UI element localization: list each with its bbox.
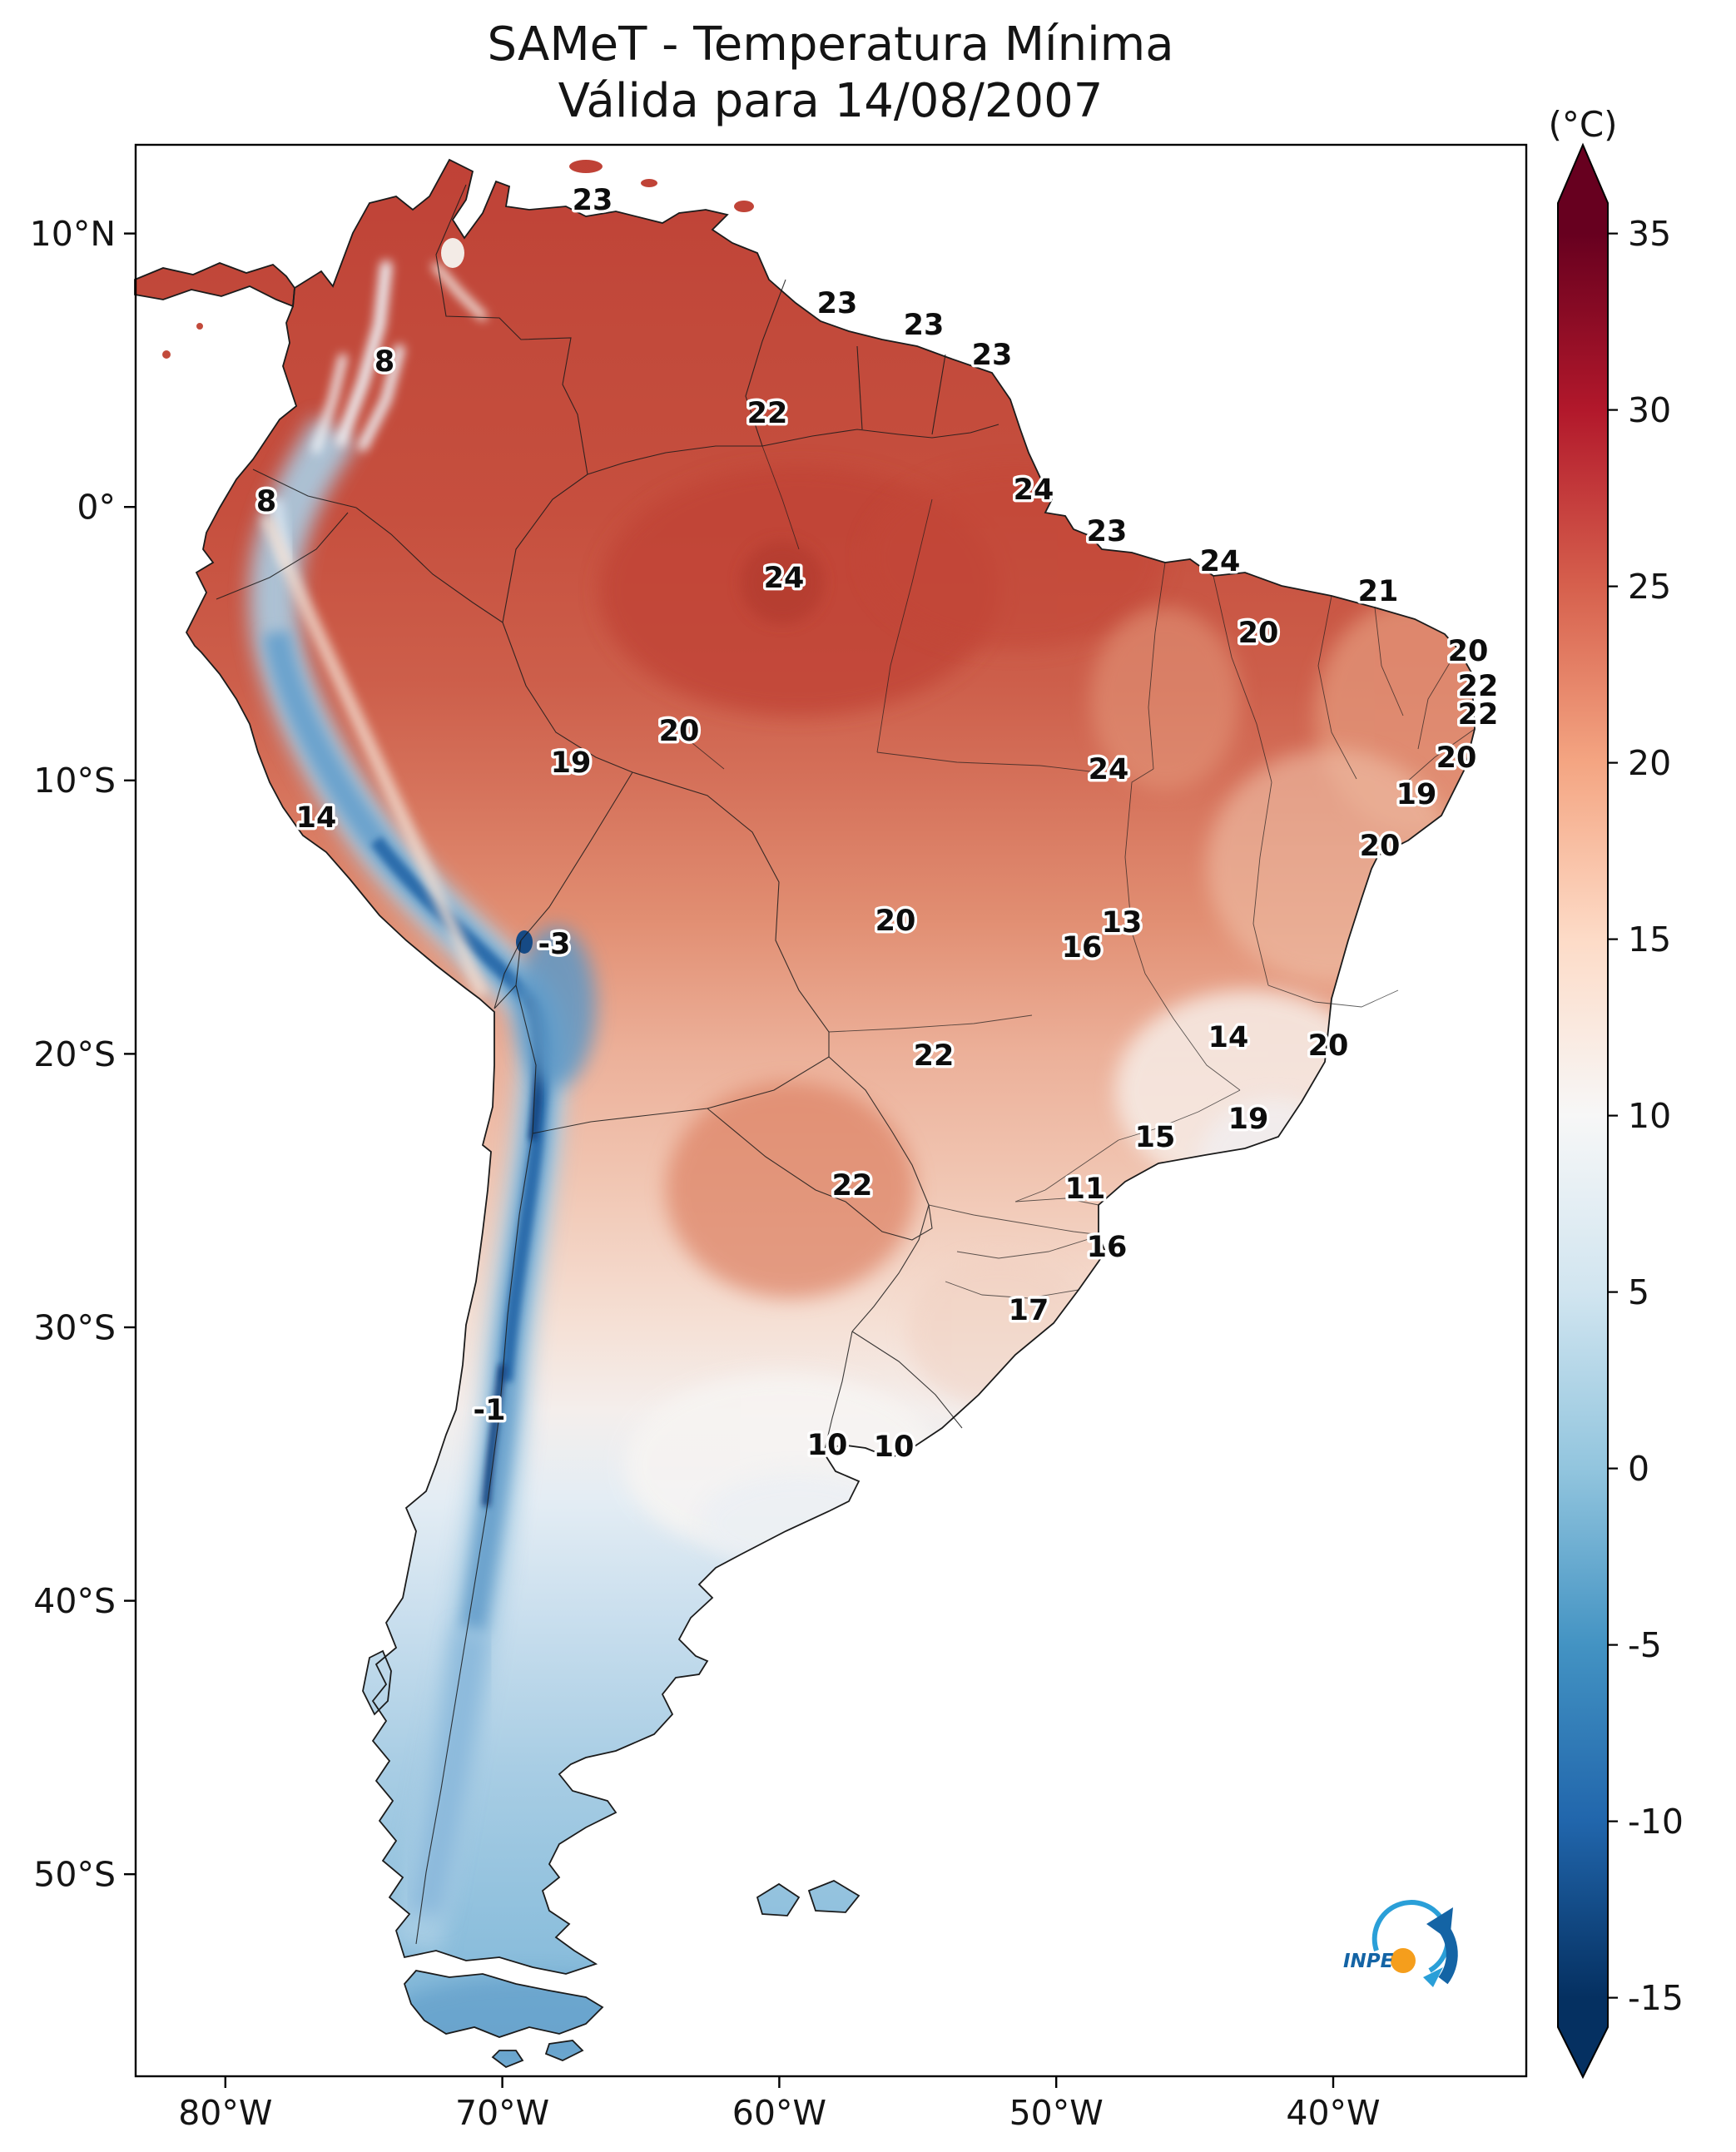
station-temperature-label: 19 xyxy=(1228,1103,1269,1136)
station-temperature-label: 20 xyxy=(875,905,916,938)
station-temperature-label: 15 xyxy=(1135,1121,1176,1154)
station-temperature-label: 23 xyxy=(573,184,613,217)
x-tick-label: 70°W xyxy=(455,2093,549,2133)
y-tick-label: 30°S xyxy=(33,1307,116,1347)
station-temperature-label: 24 xyxy=(764,562,805,595)
station-temperature-label: 22 xyxy=(1458,698,1499,731)
y-tick-label: 50°S xyxy=(33,1855,116,1895)
station-temperature-label: 22 xyxy=(747,397,788,430)
station-temperature-label: 24 xyxy=(1200,545,1241,578)
colorbar-tick-label: 15 xyxy=(1628,920,1671,959)
station-temperature-label: 19 xyxy=(551,746,592,780)
y-tick-label: 10°N xyxy=(30,214,116,254)
station-temperature-label: 16 xyxy=(1087,1231,1128,1264)
inpe-orange-dot-icon xyxy=(1391,1948,1416,1973)
station-temperature-label: 14 xyxy=(296,801,337,835)
colorbar-tick-label: 30 xyxy=(1628,390,1671,430)
colorbar-tick-label: 35 xyxy=(1628,214,1671,254)
y-axis: 10°N 0° 10°S 20°S 30°S 40°S 50°S xyxy=(30,214,136,1895)
colorbar-tick-label: 10 xyxy=(1628,1096,1671,1136)
station-temperature-label: 20 xyxy=(1360,830,1401,863)
station-temperature-label: 23 xyxy=(817,287,858,320)
andes-cold-ridge xyxy=(249,415,596,1952)
x-axis: 80°W 70°W 60°W 50°W 40°W xyxy=(178,2076,1381,2133)
station-temperature-label: 14 xyxy=(1208,1021,1249,1054)
lake-maracaibo xyxy=(441,238,464,268)
colorbar-tick-label: -10 xyxy=(1628,1802,1684,1842)
colorbar-over-arrow xyxy=(1558,145,1608,203)
colombian-cordilleras xyxy=(312,260,487,454)
x-tick-label: 40°W xyxy=(1286,2093,1380,2133)
inpe-swirl-arrowhead-icon xyxy=(1423,1967,1443,1987)
country-borders xyxy=(216,184,999,1945)
station-temperature-label: 22 xyxy=(914,1039,955,1073)
station-temperature-label: 23 xyxy=(972,339,1013,372)
colorbar-ticks: 35 30 25 20 15 10 5 0 -5 -10 -15 xyxy=(1608,214,1684,2018)
map-title: SAMeT - Temperatura Mínima xyxy=(487,17,1173,72)
map-subtitle: Válida para 14/08/2007 xyxy=(558,74,1104,128)
station-temperature-label: -1 xyxy=(474,1394,506,1427)
station-temperature-label: 13 xyxy=(1102,906,1143,940)
colorbar-gradient xyxy=(1558,203,1608,2027)
colorbar-tick-label: -15 xyxy=(1628,1978,1684,2018)
station-temperature-label: 22 xyxy=(1458,670,1499,703)
colorbar: (°C) 35 30 25 20 15 10 5 0 -5 -10 -15 xyxy=(1548,104,1684,2080)
station-temperature-label: 24 xyxy=(1089,753,1129,786)
station-temperature-label: 19 xyxy=(1396,778,1437,811)
inpe-swirl-icon xyxy=(1371,1900,1451,1973)
colorbar-tick-label: 25 xyxy=(1628,567,1671,607)
state-borders xyxy=(678,445,1476,1299)
y-tick-label: 10°S xyxy=(33,761,116,801)
y-tick-label: 20°S xyxy=(33,1034,116,1074)
station-temperature-label: -3 xyxy=(538,928,571,961)
colorbar-tick-label: 20 xyxy=(1628,743,1671,783)
x-tick-label: 50°W xyxy=(1009,2093,1104,2133)
station-temperature-label: 20 xyxy=(1308,1029,1349,1063)
inpe-logo-text: INPE xyxy=(1343,1951,1394,1972)
station-temperature-label: 10 xyxy=(807,1429,848,1462)
colorbar-under-arrow xyxy=(1558,2027,1608,2077)
x-tick-label: 60°W xyxy=(732,2093,826,2133)
station-temperature-label: 8 xyxy=(256,485,276,518)
y-tick-label: 40°S xyxy=(33,1581,116,1621)
inpe-logo: INPE xyxy=(1343,1900,1458,1987)
colorbar-tick-label: 0 xyxy=(1628,1449,1649,1489)
inpe-arrowhead-icon xyxy=(1426,1907,1453,1941)
station-temperature-label: 8 xyxy=(374,345,394,379)
station-temperature-label: 17 xyxy=(1009,1294,1049,1327)
colorbar-tick-label: -5 xyxy=(1628,1625,1662,1665)
station-temperature-label: 20 xyxy=(1448,635,1489,668)
y-tick-label: 0° xyxy=(77,488,116,528)
station-temperature-label: 16 xyxy=(1062,931,1103,964)
station-temperature-label: 21 xyxy=(1358,575,1399,608)
station-temperature-label: 24 xyxy=(1014,474,1054,507)
x-tick-label: 80°W xyxy=(178,2093,272,2133)
station-temperature-label: 23 xyxy=(1087,515,1128,548)
station-temperature-label: 11 xyxy=(1065,1173,1106,1206)
colorbar-outline xyxy=(1557,142,1609,2080)
colorbar-unit-label: (°C) xyxy=(1548,104,1617,145)
colorbar-tick-label: 5 xyxy=(1628,1272,1649,1312)
station-temperature-label: 20 xyxy=(1436,741,1477,775)
plot-frame xyxy=(134,143,1528,2078)
coastline-outlines xyxy=(134,158,1476,2069)
station-temperature-label: 23 xyxy=(904,309,945,342)
station-temperature-label: 22 xyxy=(832,1169,873,1202)
lake-titicaca xyxy=(516,930,533,954)
station-temperature-label: 20 xyxy=(1238,617,1279,650)
station-temperature-label: 10 xyxy=(874,1431,915,1464)
station-temperature-label: 20 xyxy=(659,715,700,748)
